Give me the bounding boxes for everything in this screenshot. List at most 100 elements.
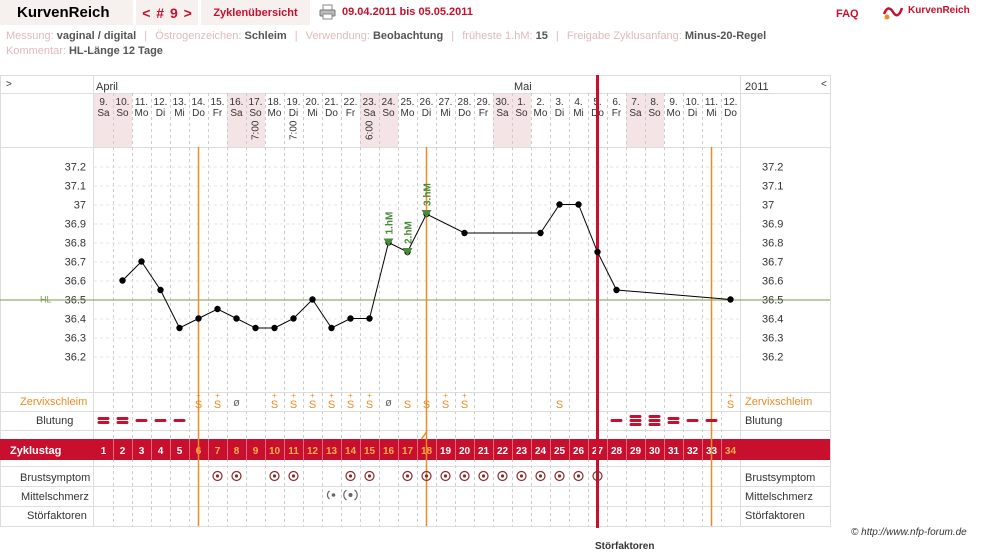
date-label: 2. xyxy=(536,97,544,108)
breast-symptom-mark xyxy=(345,470,356,482)
y-tick-label-right: 36.7 xyxy=(762,257,783,269)
zervix-plus: + xyxy=(462,391,467,400)
y-tick-label-left: 36.9 xyxy=(65,219,86,231)
coverline-label: HL xyxy=(40,295,52,305)
weekday-label: So xyxy=(515,108,528,119)
printer-icon[interactable] xyxy=(319,4,336,20)
cycle-day-number: 3 xyxy=(139,446,145,457)
weekday-label: Di xyxy=(688,108,697,119)
bleeding-mark xyxy=(154,419,167,422)
temperature-point[interactable] xyxy=(214,305,221,313)
weekday-label: Sa xyxy=(496,108,509,119)
date-label: 20. xyxy=(306,97,320,108)
weekday-label: Di xyxy=(422,108,431,119)
date-label: 17. xyxy=(249,97,263,108)
temperature-point[interactable] xyxy=(233,315,240,322)
weekday-label: Sa xyxy=(97,108,110,119)
temperature-point[interactable] xyxy=(271,324,278,332)
zervix-symbol: S xyxy=(195,399,202,411)
temperature-point[interactable] xyxy=(461,229,468,237)
row-label-brust: Brustsymptom xyxy=(20,472,90,484)
breast-symptom-mark xyxy=(288,470,299,482)
cycle-day-number: 34 xyxy=(725,446,737,457)
zervix-plus: + xyxy=(329,391,334,400)
temperature-point[interactable] xyxy=(613,286,620,294)
faq-link[interactable]: FAQ xyxy=(836,8,859,20)
date-label: 3. xyxy=(555,97,563,108)
breast-symptom-mark xyxy=(535,470,546,482)
weekday-label: Fr xyxy=(346,108,356,119)
temperature-point[interactable] xyxy=(290,315,297,322)
temperature-point[interactable] xyxy=(727,296,734,303)
frueheste-label: früheste 1.hM: xyxy=(462,30,533,42)
breast-symptom-dot xyxy=(519,474,524,478)
breast-symptom-dot xyxy=(272,474,277,478)
date-label: 19. xyxy=(287,97,301,108)
row-label-brust-right: Brustsymptom xyxy=(745,472,815,484)
weekday-label: Mi xyxy=(573,108,584,119)
messung-label: Messung: xyxy=(6,30,54,42)
zervix-symbol: S xyxy=(290,399,297,411)
date-label: 1. xyxy=(517,97,525,108)
temperature-point[interactable] xyxy=(328,324,335,332)
scroll-right-arrow: < xyxy=(821,79,827,90)
temperature-point[interactable] xyxy=(537,229,544,237)
cycle-day-number: 14 xyxy=(345,446,357,457)
breast-symptom-mark xyxy=(212,470,223,482)
y-tick-label-right: 36.3 xyxy=(762,333,783,345)
cycle-day-number: 26 xyxy=(573,446,585,457)
zervix-plus: + xyxy=(196,391,201,400)
breast-symptom-dot xyxy=(215,474,220,478)
breast-symptom-mark xyxy=(269,470,280,482)
temperature-point[interactable] xyxy=(176,324,183,332)
hm-marker xyxy=(402,248,413,256)
cycle-day-number: 28 xyxy=(611,446,623,457)
zervix-symbol: S xyxy=(214,399,221,411)
temperature-point[interactable] xyxy=(119,277,126,284)
cycle-day-number: 19 xyxy=(440,446,452,457)
cycle-day-number: 12 xyxy=(307,446,319,457)
weekend-shade xyxy=(493,93,512,147)
bleeding-mark xyxy=(629,423,642,426)
breast-symptom-mark xyxy=(440,470,451,482)
zervix-plus: + xyxy=(443,391,448,400)
date-label: 4. xyxy=(574,97,582,108)
temperature-point[interactable] xyxy=(195,315,202,322)
hm-label: 2.hM xyxy=(404,221,415,244)
tab-cycle-overview[interactable]: Zyklenübersicht xyxy=(201,0,310,25)
temperature-point[interactable] xyxy=(366,315,373,322)
cycle-day-number: 2 xyxy=(120,446,126,457)
weekday-label: Di xyxy=(289,108,298,119)
logo[interactable]: KurvenReich xyxy=(880,1,981,23)
bleeding-mark xyxy=(116,421,129,424)
measure-time-label: 6:00 xyxy=(365,120,376,140)
temperature-point[interactable] xyxy=(157,286,164,294)
weekend-shade xyxy=(246,93,265,147)
weekday-label: Mo xyxy=(401,108,415,119)
temperature-point[interactable] xyxy=(347,315,354,322)
temperature-point[interactable] xyxy=(556,201,563,208)
cycle-navigation[interactable]: < # 9 > xyxy=(136,0,198,25)
date-label: 15. xyxy=(211,97,225,108)
weekday-label: Do xyxy=(325,108,338,119)
weekday-label: Fr xyxy=(213,108,223,119)
date-label: 13. xyxy=(173,97,187,108)
weekday-label: Sa xyxy=(230,108,243,119)
cycle-day-number: 30 xyxy=(649,446,661,457)
oestrogen-value: Schleim xyxy=(244,30,287,42)
temperature-point[interactable] xyxy=(252,324,259,332)
temperature-point[interactable] xyxy=(594,248,601,256)
cycle-day-number: 9 xyxy=(253,446,259,457)
temperature-point[interactable] xyxy=(138,258,145,265)
cycle-day-number: 16 xyxy=(383,446,395,457)
temperature-point[interactable] xyxy=(575,201,582,208)
weekday-label: So xyxy=(249,108,262,119)
date-label: 16. xyxy=(230,97,244,108)
y-tick-label-left: 36.8 xyxy=(65,238,86,250)
cycle-day-number: 10 xyxy=(269,446,281,457)
weekend-shade xyxy=(626,93,645,147)
temperature-point[interactable] xyxy=(309,296,316,303)
weekend-shade xyxy=(94,93,113,147)
mittelschmerz-arc xyxy=(343,489,347,501)
row-label-stoer: Störfaktoren xyxy=(27,510,87,522)
